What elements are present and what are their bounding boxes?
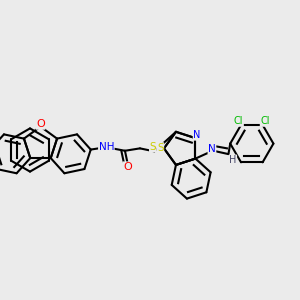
Text: Cl: Cl <box>234 116 243 126</box>
Text: NH: NH <box>99 142 114 152</box>
Text: S: S <box>157 143 164 153</box>
Text: N: N <box>193 130 201 140</box>
Text: S: S <box>149 142 156 152</box>
Text: O: O <box>123 162 132 172</box>
Text: H: H <box>229 155 237 165</box>
Text: Cl: Cl <box>260 116 270 126</box>
Text: O: O <box>36 119 45 129</box>
Text: N: N <box>208 144 216 154</box>
